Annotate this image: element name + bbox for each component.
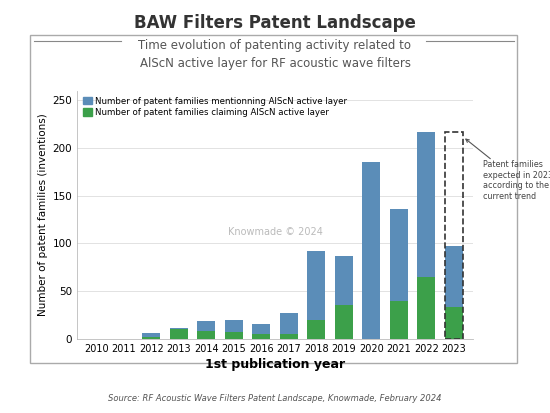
Bar [225,332,243,339]
Bar [280,313,298,339]
Text: BAW Filters Patent Landscape: BAW Filters Patent Landscape [134,14,416,33]
Bar [142,333,160,339]
Text: Knowmade © 2024: Knowmade © 2024 [228,227,322,237]
Text: Source: RF Acoustic Wave Filters Patent Landscape, Knowmade, February 2024: Source: RF Acoustic Wave Filters Patent … [108,394,442,403]
Bar [225,320,243,339]
Bar [252,324,270,339]
Bar [170,328,188,339]
Bar [335,256,353,339]
Bar [252,334,270,339]
Bar [445,307,463,339]
Bar [197,331,215,339]
Bar [417,132,435,339]
Y-axis label: Number of patent families (inventions): Number of patent families (inventions) [38,114,48,316]
Bar [307,251,325,339]
Bar [142,337,160,339]
Bar [445,132,463,339]
Bar [445,246,463,339]
Bar [280,334,298,339]
Bar [390,301,408,339]
Bar [307,320,325,339]
Text: Patent families
expected in 2023
according to the
current trend: Patent families expected in 2023 accordi… [466,139,550,201]
Bar [335,305,353,339]
Bar [170,329,188,339]
X-axis label: 1st publication year: 1st publication year [205,358,345,371]
Bar [362,162,380,339]
Text: Time evolution of patenting activity related to
AlScN active layer for RF acoust: Time evolution of patenting activity rel… [139,39,411,70]
Bar [197,320,215,339]
Bar [390,209,408,339]
Bar [417,277,435,339]
Legend: Number of patent families mentionning AlScN active layer, Number of patent famil: Number of patent families mentionning Al… [81,95,349,119]
